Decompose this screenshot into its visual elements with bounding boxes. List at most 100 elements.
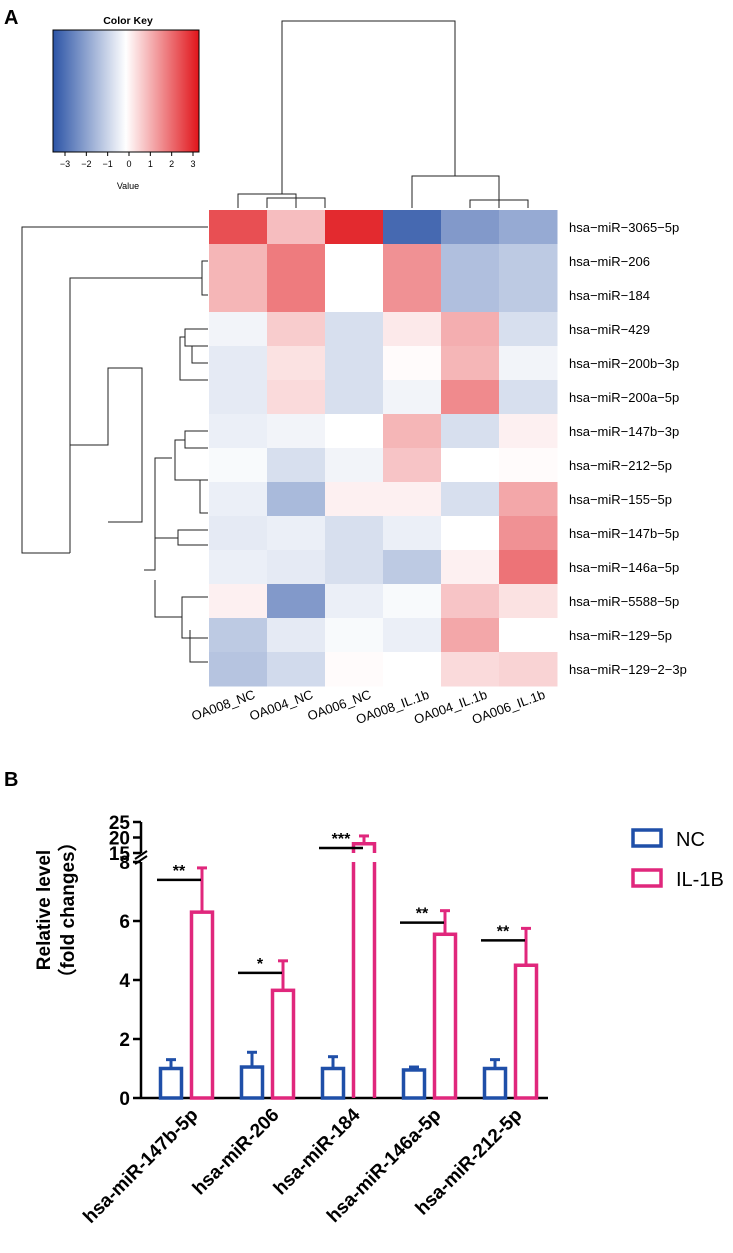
- heatmap-cell: [267, 210, 326, 245]
- significance-label: **: [173, 863, 186, 880]
- heatmap-cell: [383, 482, 442, 517]
- heatmap-cell: [209, 652, 268, 687]
- heatmap-cell: [267, 346, 326, 381]
- heatmap-cell: [209, 618, 268, 653]
- heatmap-cell: [441, 584, 500, 619]
- significance-label: **: [416, 906, 429, 923]
- heatmap-cell: [267, 482, 326, 517]
- heatmap-cell: [383, 516, 442, 551]
- bar-series: [158, 834, 539, 1100]
- heatmap-cell: [325, 380, 384, 415]
- heatmap-cell: [499, 516, 558, 551]
- heatmap-cell: [325, 482, 384, 517]
- heatmap-row-label: hsa−miR−129−2−3p: [569, 662, 687, 677]
- bar: [270, 988, 296, 1100]
- heatmap-cell: [325, 244, 384, 279]
- category-label: hsa-miR-147b-5p: [79, 1105, 202, 1228]
- legend-swatch: [631, 828, 663, 848]
- color-key-ticks: −3 −2 −1 0 1 2 3: [60, 152, 196, 169]
- heatmap-cell: [209, 516, 268, 551]
- heatmap-cell: [209, 584, 268, 619]
- color-key-title: Color Key: [103, 15, 153, 27]
- y-tick-label: 0: [119, 1089, 130, 1110]
- heatmap-cell: [383, 346, 442, 381]
- column-dendrogram: [237, 20, 529, 208]
- heatmap-cell: [209, 482, 268, 517]
- heatmap-cell: [383, 448, 442, 483]
- heatmap-cell: [209, 346, 268, 381]
- heatmap-cell: [325, 312, 384, 347]
- heatmap-cell: [267, 414, 326, 449]
- heatmap-row-labels: hsa−miR−3065−5p hsa−miR−206 hsa−miR−184 hsa…: [569, 220, 687, 677]
- bar: [401, 1068, 427, 1100]
- color-key-tick-label: −3: [60, 159, 70, 169]
- heatmap-row-label: hsa−miR−429: [569, 322, 650, 337]
- bar-lower: [351, 862, 377, 1098]
- heatmap-cell: [383, 652, 442, 687]
- significance-label: **: [497, 923, 510, 940]
- heatmap-cell: [325, 210, 384, 245]
- color-key-tick-label: 2: [169, 159, 174, 169]
- heatmap-cell: [441, 380, 500, 415]
- heatmap-cell: [383, 618, 442, 653]
- heatmap-cell: [267, 380, 326, 415]
- heatmap-cell: [499, 414, 558, 449]
- color-key-tick-label: −2: [81, 159, 91, 169]
- color-key-gradient: [52, 29, 200, 153]
- significance-label: *: [257, 956, 264, 973]
- heatmap-cell: [209, 278, 268, 313]
- legend-label: IL-1B: [676, 869, 724, 891]
- heatmap-cell: [441, 482, 500, 517]
- heatmap-cell: [267, 516, 326, 551]
- significance-marks: **********: [157, 831, 525, 975]
- heatmap-cell: [441, 618, 500, 653]
- heatmap-cell: [325, 652, 384, 687]
- heatmap-cell: [441, 346, 500, 381]
- heatmap-row-label: hsa−miR−5588−5p: [569, 594, 679, 609]
- heatmap-row-label: hsa−miR−200b−3p: [569, 356, 679, 371]
- y-tick-label: 25: [109, 813, 131, 834]
- heatmap-row-label: hsa−miR−206: [569, 254, 650, 269]
- heatmap-cell: [499, 210, 558, 245]
- heatmap-row-label: hsa−miR−212−5p: [569, 458, 672, 473]
- heatmap-cell: [209, 210, 268, 245]
- bar-category-labels: hsa-miR-147b-5phsa-miR-206hsa-miR-184hsa…: [79, 1104, 526, 1227]
- y-tick-label: 20: [109, 829, 130, 850]
- heatmap-cell: [383, 584, 442, 619]
- heatmap-cell: [325, 414, 384, 449]
- heatmap-row-label: hsa−miR−147b−5p: [569, 526, 679, 541]
- heatmap-column-label: OA008_NC: [189, 687, 257, 724]
- heatmap-cell: [267, 550, 326, 585]
- y-tick-label: 6: [119, 912, 130, 933]
- heatmap-cell: [499, 550, 558, 585]
- panel-label-b: B: [4, 769, 18, 791]
- heatmap-row-label: hsa−miR−129−5p: [569, 628, 672, 643]
- heatmap-cell: [499, 244, 558, 279]
- heatmap-cell: [383, 210, 442, 245]
- heatmap-cell: [383, 380, 442, 415]
- heatmap-cell: [267, 584, 326, 619]
- heatmap-row-label: hsa−miR−147b−3p: [569, 424, 679, 439]
- legend: NC IL-1B: [631, 828, 724, 891]
- heatmap-cell: [325, 550, 384, 585]
- heatmap-cell: [441, 448, 500, 483]
- bar: [158, 1066, 184, 1100]
- heatmap-cell: [325, 448, 384, 483]
- heatmap-cell: [209, 312, 268, 347]
- heatmap-row-label: hsa−miR−155−5p: [569, 492, 672, 507]
- heatmap-cell: [499, 346, 558, 381]
- heatmap-cell: [209, 550, 268, 585]
- heatmap-cell: [325, 618, 384, 653]
- significance-label: ***: [332, 831, 351, 848]
- heatmap-cell: [441, 312, 500, 347]
- legend-label: NC: [676, 829, 705, 851]
- heatmap-cell: [383, 278, 442, 313]
- heatmap-cell: [325, 584, 384, 619]
- heatmap-cell: [383, 414, 442, 449]
- bar: [189, 910, 215, 1100]
- color-key-tick-label: 0: [126, 159, 131, 169]
- y-tick-label: 4: [119, 971, 130, 992]
- bar: [513, 963, 539, 1100]
- color-key-tick-label: −1: [103, 159, 113, 169]
